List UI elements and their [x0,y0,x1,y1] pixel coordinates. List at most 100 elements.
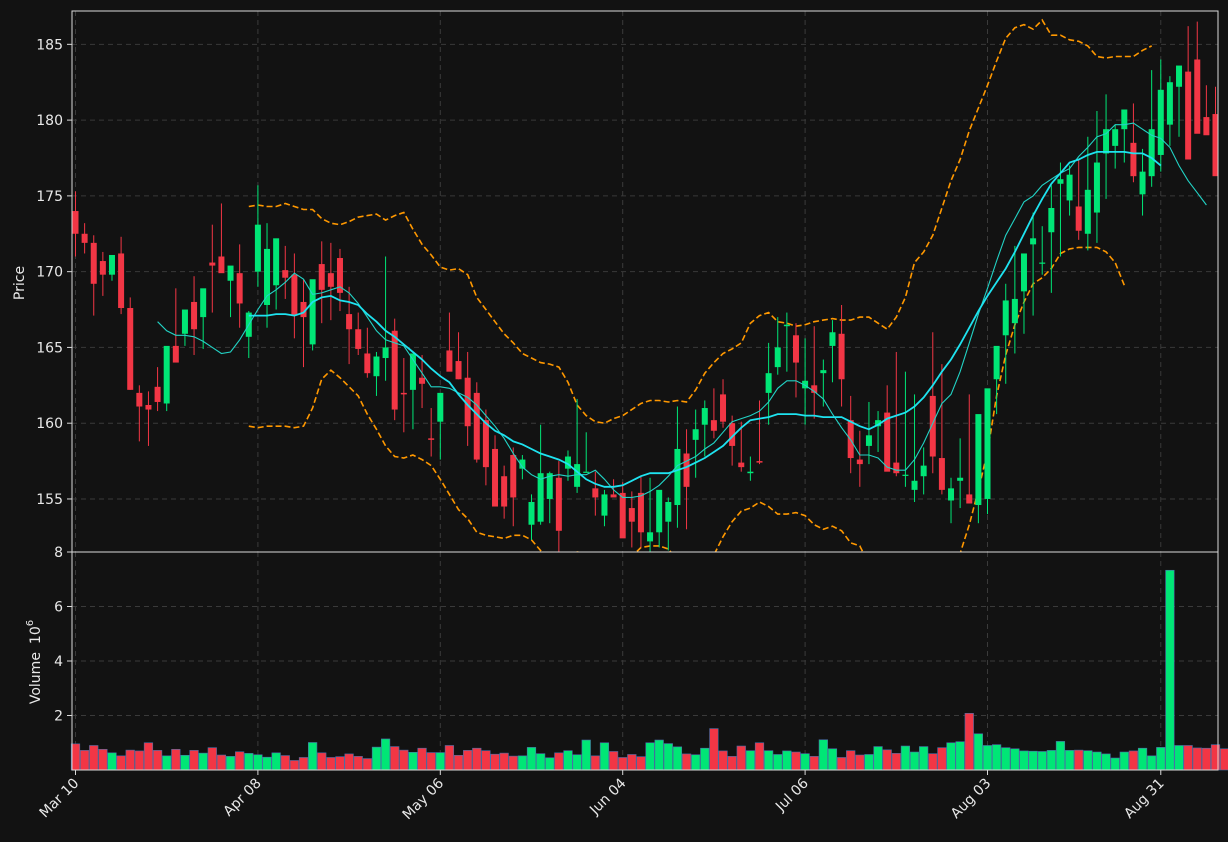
candle-body [1203,117,1210,136]
candle [455,332,462,380]
volume-bar [1110,757,1120,771]
candle [108,254,115,281]
candle-body [957,477,964,481]
volume-bar [453,754,464,771]
volume-bar [709,728,719,771]
candle [464,351,471,446]
volume-bar [308,742,318,771]
candle [856,430,863,487]
candle-body [838,333,845,380]
volume-bar [800,753,810,771]
volume-bar [827,748,838,771]
upper-band-line [248,18,1153,425]
candle-body [309,279,316,345]
price-ytick-label: 155 [36,492,63,508]
candle-body [181,309,188,334]
volume-bar [982,745,993,771]
candle-body [1057,179,1064,184]
volume-bar [408,751,418,771]
candle-body [574,464,581,487]
candle [528,494,535,540]
candle [136,385,143,442]
volume-bar [390,746,400,771]
candle-body [300,301,307,318]
candle-body [884,412,891,472]
volume-bar [1220,748,1228,771]
candle-body [455,361,462,380]
volume-bar [472,747,482,771]
volume-ytick-label: 2 [54,709,63,725]
candle-body [127,308,134,390]
candle-body [327,273,334,287]
price-ytick-label: 180 [36,113,63,129]
price-ytick-label: 170 [36,265,63,281]
candle [437,392,444,460]
candle [510,447,517,527]
volume-bar [1010,748,1020,771]
volume-bar [554,752,564,771]
volume-bar [946,742,956,771]
candle [802,338,809,425]
candle-body [510,455,517,498]
candle [181,309,188,346]
volume-bar [162,755,172,771]
candle [428,408,435,457]
candle-body [1194,59,1201,134]
candle [692,409,699,478]
volume-bar [380,738,391,771]
volume-bar [791,751,801,771]
candle [90,235,97,316]
candle [1185,26,1192,160]
candle [1176,65,1183,137]
candle-body [902,474,909,476]
candle-body [273,238,280,286]
volume-bar [727,756,737,771]
candle-body [783,324,790,327]
candle-body [1084,189,1091,234]
volume-bar [691,754,701,771]
candle [537,424,544,525]
candle [1203,85,1210,136]
candle-body [619,492,626,539]
candle-body [811,385,818,393]
price-panel [72,18,1218,552]
volume-bar [335,756,345,771]
candle [975,414,982,524]
volume-bar [253,754,263,771]
candle [948,477,955,524]
candle [264,223,271,328]
candle-body [373,356,380,377]
candle-body [774,347,781,368]
candle-body [108,254,115,275]
candle [829,320,836,383]
candle-body [236,273,243,304]
volume-bar [937,747,947,771]
volume-bar [426,752,436,771]
candle [811,326,818,419]
moving-averages [157,122,1207,498]
volume-bar [1064,750,1075,771]
candle [1093,111,1100,243]
candle [1112,124,1119,169]
volume-bar [809,756,819,771]
candle [400,358,407,433]
candle-body [993,345,1000,380]
price-ytick-label: 175 [36,189,63,205]
candle-body [528,501,535,525]
candle-body [966,494,973,504]
volume-bar [973,733,983,771]
volume-bar [298,757,309,771]
volume-bar [207,747,217,771]
volume-ytick-label: 8 [54,545,63,561]
candle [373,351,380,396]
volume-bar [846,750,856,771]
volume-bar [216,754,227,771]
candle-body [355,329,362,349]
candle [273,238,280,310]
price-ytick-label: 185 [36,37,63,53]
candle-body [346,314,353,330]
candle [1048,185,1055,293]
